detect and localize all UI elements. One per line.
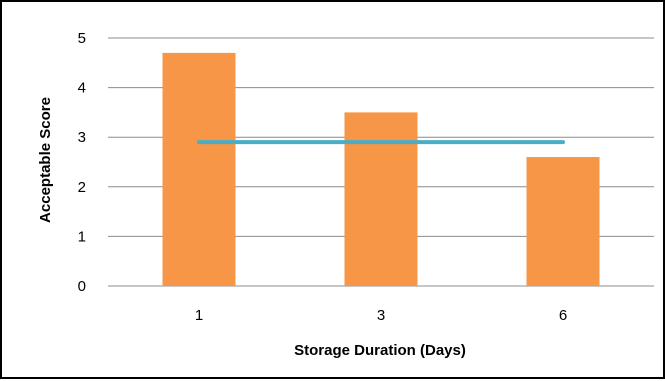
- bar-6: [526, 157, 600, 286]
- x-tick-labels: 1 3 6: [195, 307, 567, 324]
- x-tick-label: 1: [195, 307, 203, 324]
- y-tick-label: 5: [78, 30, 86, 47]
- y-tick-label: 3: [78, 129, 86, 146]
- y-tick-label: 0: [78, 278, 86, 295]
- y-tick-label: 4: [78, 80, 86, 97]
- y-tick-label: 1: [78, 228, 86, 245]
- bar-1: [162, 52, 236, 286]
- x-tick-label: 3: [377, 307, 385, 324]
- x-axis-title: Storage Duration (Days): [294, 342, 466, 359]
- y-tick-labels: 0 1 2 3 4 5: [78, 30, 86, 295]
- x-tick-label: 6: [559, 307, 567, 324]
- y-tick-label: 2: [78, 179, 86, 196]
- bar-3: [344, 112, 418, 287]
- y-axis-title: Acceptable Score: [37, 97, 54, 223]
